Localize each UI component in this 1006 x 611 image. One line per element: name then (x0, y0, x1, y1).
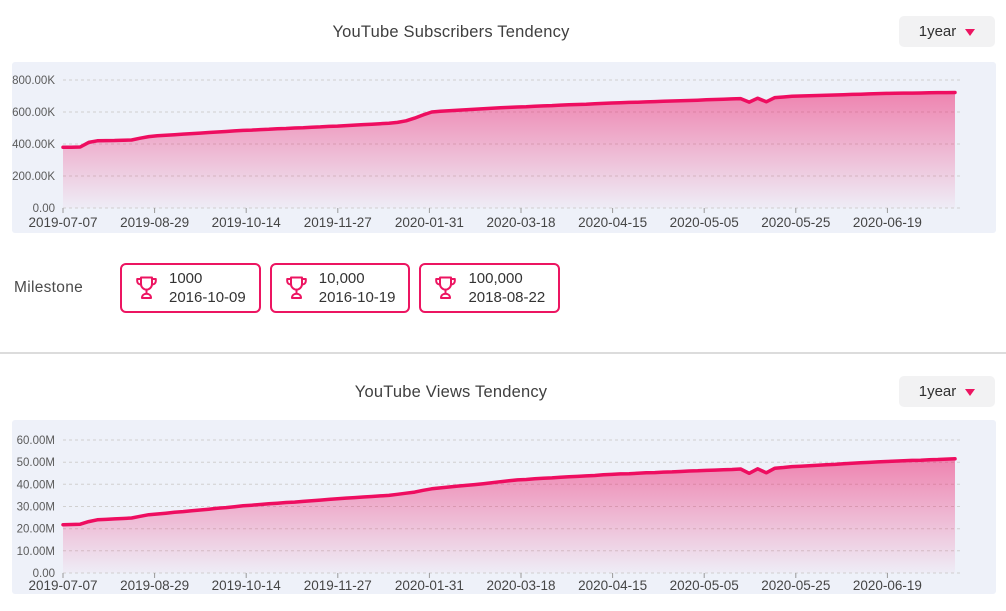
views-chart-card: 60.00M 50.00M 40.00M 30.00M 20.00M 10.00M 0.00… (12, 420, 996, 594)
svg-text:30.00M: 30.00M (17, 502, 55, 514)
svg-text:2019-11-27: 2019-11-27 (304, 578, 372, 593)
svg-text:2020-03-18: 2020-03-18 (486, 578, 555, 593)
svg-text:0.00: 0.00 (33, 203, 55, 215)
svg-text:2020-01-31: 2020-01-31 (395, 215, 464, 230)
svg-text:2019-07-07: 2019-07-07 (28, 215, 97, 230)
subscribers-area-chart[interactable]: 800.00K 600.00K 400.00K 200.00K 0.002019-07-… (12, 62, 996, 233)
svg-text:2020-01-31: 2020-01-31 (395, 578, 464, 593)
views-range-dropdown[interactable]: 1year (899, 376, 995, 407)
svg-text:2020-03-18: 2020-03-18 (486, 215, 555, 230)
svg-text:2020-06-19: 2020-06-19 (853, 215, 922, 230)
svg-text:200.00K: 200.00K (12, 171, 55, 183)
svg-text:2019-10-14: 2019-10-14 (212, 215, 282, 230)
svg-text:2019-10-14: 2019-10-14 (212, 578, 282, 593)
svg-text:2020-06-19: 2020-06-19 (853, 578, 922, 593)
trophy-icon (136, 276, 157, 299)
subscribers-range-dropdown[interactable]: 1year (899, 16, 995, 47)
svg-text:50.00M: 50.00M (17, 457, 55, 469)
milestone-date: 2016-10-19 (318, 289, 396, 306)
svg-text:2019-11-27: 2019-11-27 (304, 215, 372, 230)
svg-text:60.00M: 60.00M (17, 435, 55, 447)
trophy-icon (285, 276, 307, 299)
views-area-chart[interactable]: 60.00M 50.00M 40.00M 30.00M 20.00M 10.00M 0.00… (12, 420, 996, 594)
svg-text:2020-05-25: 2020-05-25 (761, 578, 830, 593)
svg-text:10.00M: 10.00M (17, 546, 55, 558)
svg-text:800.00K: 800.00K (12, 75, 55, 87)
milestone-label: Milestone (14, 279, 84, 296)
subscribers-chart-title: YouTube Subscribers Tendency (332, 23, 570, 41)
milestone-badge-1000: 1000 2016-10-09 (120, 263, 261, 313)
subscribers-chart-card: 800.00K 600.00K 400.00K 200.00K 0.00 2019-07-… (12, 62, 996, 233)
subscribers-header: YouTube Subscribers Tendency 1year (0, 14, 1006, 50)
svg-text:2020-05-25: 2020-05-25 (761, 215, 830, 230)
views-header: YouTube Views Tendency 1year (0, 374, 1006, 410)
views-chart-title: YouTube Views Tendency (354, 383, 548, 401)
svg-text:0.00: 0.00 (33, 568, 55, 580)
svg-text:40.00M: 40.00M (17, 479, 55, 491)
milestone-date: 2018-08-22 (468, 289, 546, 306)
svg-text:600.00K: 600.00K (12, 107, 55, 119)
milestone-date: 2016-10-09 (169, 289, 246, 306)
svg-text:2019-07-07: 2019-07-07 (28, 578, 97, 593)
svg-text:2020-04-15: 2020-04-15 (578, 578, 647, 593)
range-dropdown-label: 1year (918, 383, 957, 400)
caret-down-icon (965, 29, 976, 36)
svg-text:2019-08-29: 2019-08-29 (120, 578, 189, 593)
range-dropdown-label: 1year (918, 23, 957, 40)
svg-text:2019-08-29: 2019-08-29 (120, 215, 189, 230)
milestone-badge-10000: 10,000 2016-10-19 (269, 263, 411, 313)
milestone-value: 100,000 (468, 270, 523, 287)
section-divider (0, 352, 1006, 354)
milestone-badges: 1000 2016-10-09 10,000 2016-10-19 (120, 263, 561, 313)
trophy-icon (435, 276, 457, 299)
milestone-badge-100000: 100,000 2018-08-22 (419, 263, 561, 313)
svg-text:400.00K: 400.00K (12, 139, 55, 151)
svg-text:2020-04-15: 2020-04-15 (578, 215, 647, 230)
milestone-value: 10,000 (318, 270, 365, 287)
caret-down-icon (965, 389, 976, 396)
svg-text:2020-05-05: 2020-05-05 (670, 215, 739, 230)
svg-text:20.00M: 20.00M (17, 524, 55, 536)
milestone-value: 1000 (169, 270, 203, 287)
svg-text:2020-05-05: 2020-05-05 (670, 578, 739, 593)
